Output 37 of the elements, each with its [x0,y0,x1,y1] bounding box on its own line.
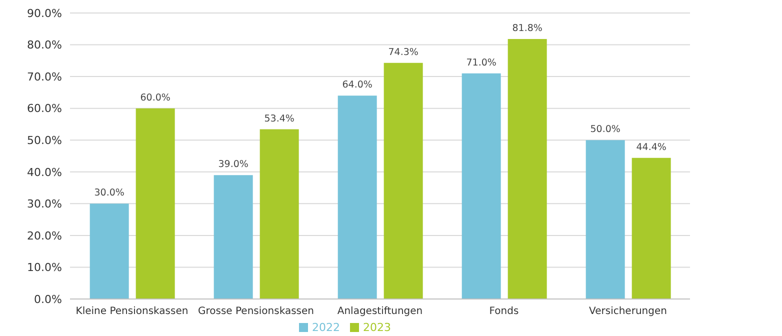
x-tick-label: Kleine Pensionskassen [76,306,188,318]
data-label: 53.4% [264,113,294,124]
bar [338,96,377,299]
y-tick-label: 90.0% [27,6,62,20]
legend-label: 2023 [363,321,391,334]
y-tick-label: 40.0% [27,166,62,179]
bar [260,129,299,299]
bar [384,62,423,299]
y-tick-label: 30.0% [27,198,62,211]
y-tick-label: 0.0% [34,292,62,306]
data-label: 39.0% [218,159,248,170]
data-label: 71.0% [466,57,496,68]
bar [586,140,625,299]
legend-label: 2022 [312,321,340,334]
bar [632,158,671,299]
bar [508,39,547,299]
bar [136,108,175,299]
y-tick-label: 80.0% [27,38,62,52]
data-label: 64.0% [342,80,372,91]
bar [462,73,501,299]
y-tick-label: 70.0% [27,70,62,84]
y-tick-label: 60.0% [27,102,62,116]
data-label: 44.4% [636,142,666,153]
y-tick-label: 20.0% [27,229,62,242]
y-tick-label: 50.0% [27,134,62,148]
data-label: 81.8% [512,23,542,34]
x-tick-label: Versicherungen [589,306,667,318]
x-tick-label: Anlagestiftungen [337,306,423,318]
y-tick-label: 10.0% [27,261,62,274]
bar [90,204,129,299]
x-tick-label: Grosse Pensionskassen [198,306,314,318]
data-label: 30.0% [94,188,124,199]
data-label: 74.3% [388,46,418,58]
data-label: 50.0% [590,124,620,136]
bar [214,175,253,299]
x-tick-label: Fonds [489,306,519,318]
data-label: 60.0% [140,92,170,104]
